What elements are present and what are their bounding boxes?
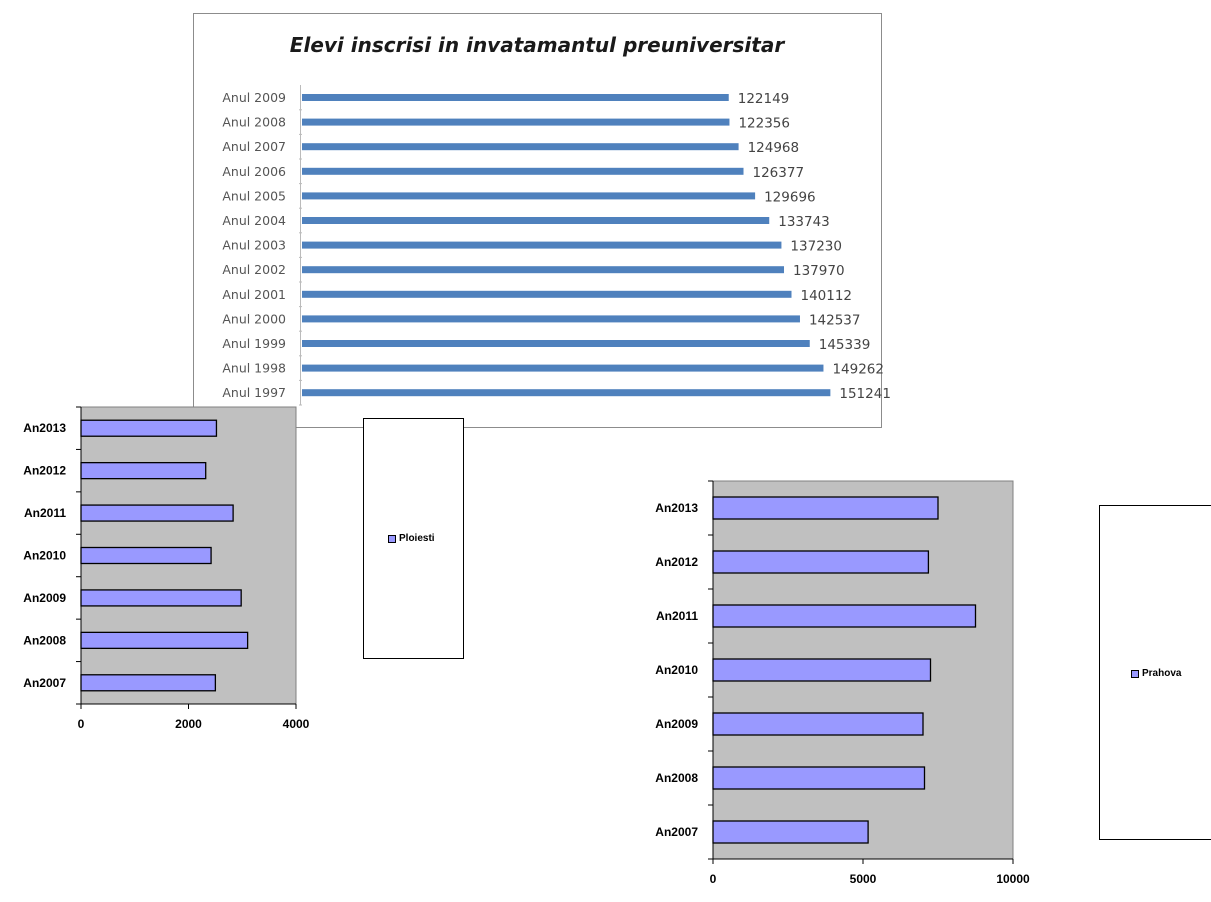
chart2-tick-label: 2000 [175,717,202,731]
chart1-category-label: Anul 1997 [222,385,286,400]
chart3-category-label: An2007 [655,825,698,839]
chart1-category-label: Anul 2003 [222,238,286,253]
chart3-bar [712,550,930,574]
chart2-category-label: An2013 [23,421,66,435]
chart2-tick-label: 0 [78,717,85,731]
chart1-category-label: Anul 2000 [222,311,286,326]
chart1-data-label: 140112 [800,288,852,304]
chart1-category-label: Anul 2006 [222,164,286,179]
chart1-data-label: 133743 [778,214,830,230]
chart1-data-label: 122149 [738,91,790,107]
chart3-category-label: An2009 [655,717,698,731]
chart3-category-label: An2013 [655,501,698,515]
chart1-data-label: 151241 [839,386,891,402]
chart1-bar [302,94,729,101]
chart2-category-label: An2007 [23,676,66,690]
chart3-category-label: An2012 [655,555,698,569]
chart1-category-label: Anul 2001 [222,287,286,302]
chart2-category-label: An2009 [23,591,66,605]
chart1-data-label: 129696 [764,189,816,205]
chart2-bar [80,546,212,565]
chart1-category-label: Anul 2009 [222,90,286,105]
chart2-bar [80,589,242,607]
chart1-data-label: 122356 [738,116,790,132]
chart3-bar [712,766,926,790]
chart3-legend: Prahova [1099,505,1211,840]
chart3-category-label: An2011 [656,609,698,623]
chart2-bar [80,504,234,522]
chart2-legend-entry: Ploiesti [388,533,435,544]
chart3-bar [712,496,939,520]
chart1-bar [302,389,831,397]
chart1-bar [302,241,782,249]
chart3-bar [712,658,932,682]
chart3-legend-label: Prahova [1142,668,1182,679]
chart1-category-label: Anul 2005 [222,188,286,203]
chart3-tick-label: 5000 [850,872,877,886]
chart1-title: Elevi inscrisi in invatamantul preuniver… [290,33,786,57]
chart1-bar [302,315,800,323]
chart1-bar [302,340,810,347]
chart2-bar [80,419,218,437]
chart3-bar [712,712,924,736]
chart1-bar [302,167,744,175]
chart1-bar [302,266,785,274]
chart3-legend-entry: Prahova [1131,668,1181,679]
chart1-bar [302,290,792,298]
ploiesti-legend-swatch [388,534,396,543]
chart1-data-label: 124968 [748,140,800,156]
chart3-category-label: An2008 [655,771,698,785]
chart3-tick-label: 10000 [996,872,1030,886]
chart3-bar [712,604,977,628]
chart1-category-label: Anul 2004 [222,213,286,228]
chart2-legend: Ploiesti [363,418,464,659]
chart2-tick-label: 4000 [283,717,310,731]
chart1-category-label: Anul 2007 [222,139,286,154]
chart1-data-label: 149262 [832,362,884,378]
chart1-data-label: 142537 [809,312,861,328]
chart1-bar [302,143,739,151]
prahova-legend-swatch [1131,669,1139,678]
chart1-data-label: 145339 [819,337,871,353]
chart1-data-label: 137970 [793,263,845,279]
chart2-category-label: An2011 [24,506,66,520]
chart3-tick-label: 0 [710,872,717,886]
chart2-category-label: An2010 [23,549,66,563]
chart1-category-label: Anul 2008 [222,115,286,130]
chart1-category-label: Anul 1999 [222,336,286,351]
chart3-bar [712,820,869,844]
chart1-category-label: Anul 1998 [222,361,286,376]
chart1-data-label: 126377 [753,165,805,181]
chart2-bar [80,461,207,480]
chart1-bar [302,192,756,200]
chart1-bar [302,118,730,126]
chart1-data-label: 137230 [790,239,842,255]
chart3-category-label: An2010 [655,663,698,677]
chart2-category-label: An2008 [23,633,66,647]
chart2-bar [80,674,217,692]
chart2-category-label: An2012 [23,464,66,478]
chart2-legend-label: Ploiesti [399,533,435,544]
chart1-bar [302,364,824,372]
chart1-bar [302,217,770,224]
chart1-category-label: Anul 2002 [222,262,286,277]
chart2-bar [80,631,249,650]
